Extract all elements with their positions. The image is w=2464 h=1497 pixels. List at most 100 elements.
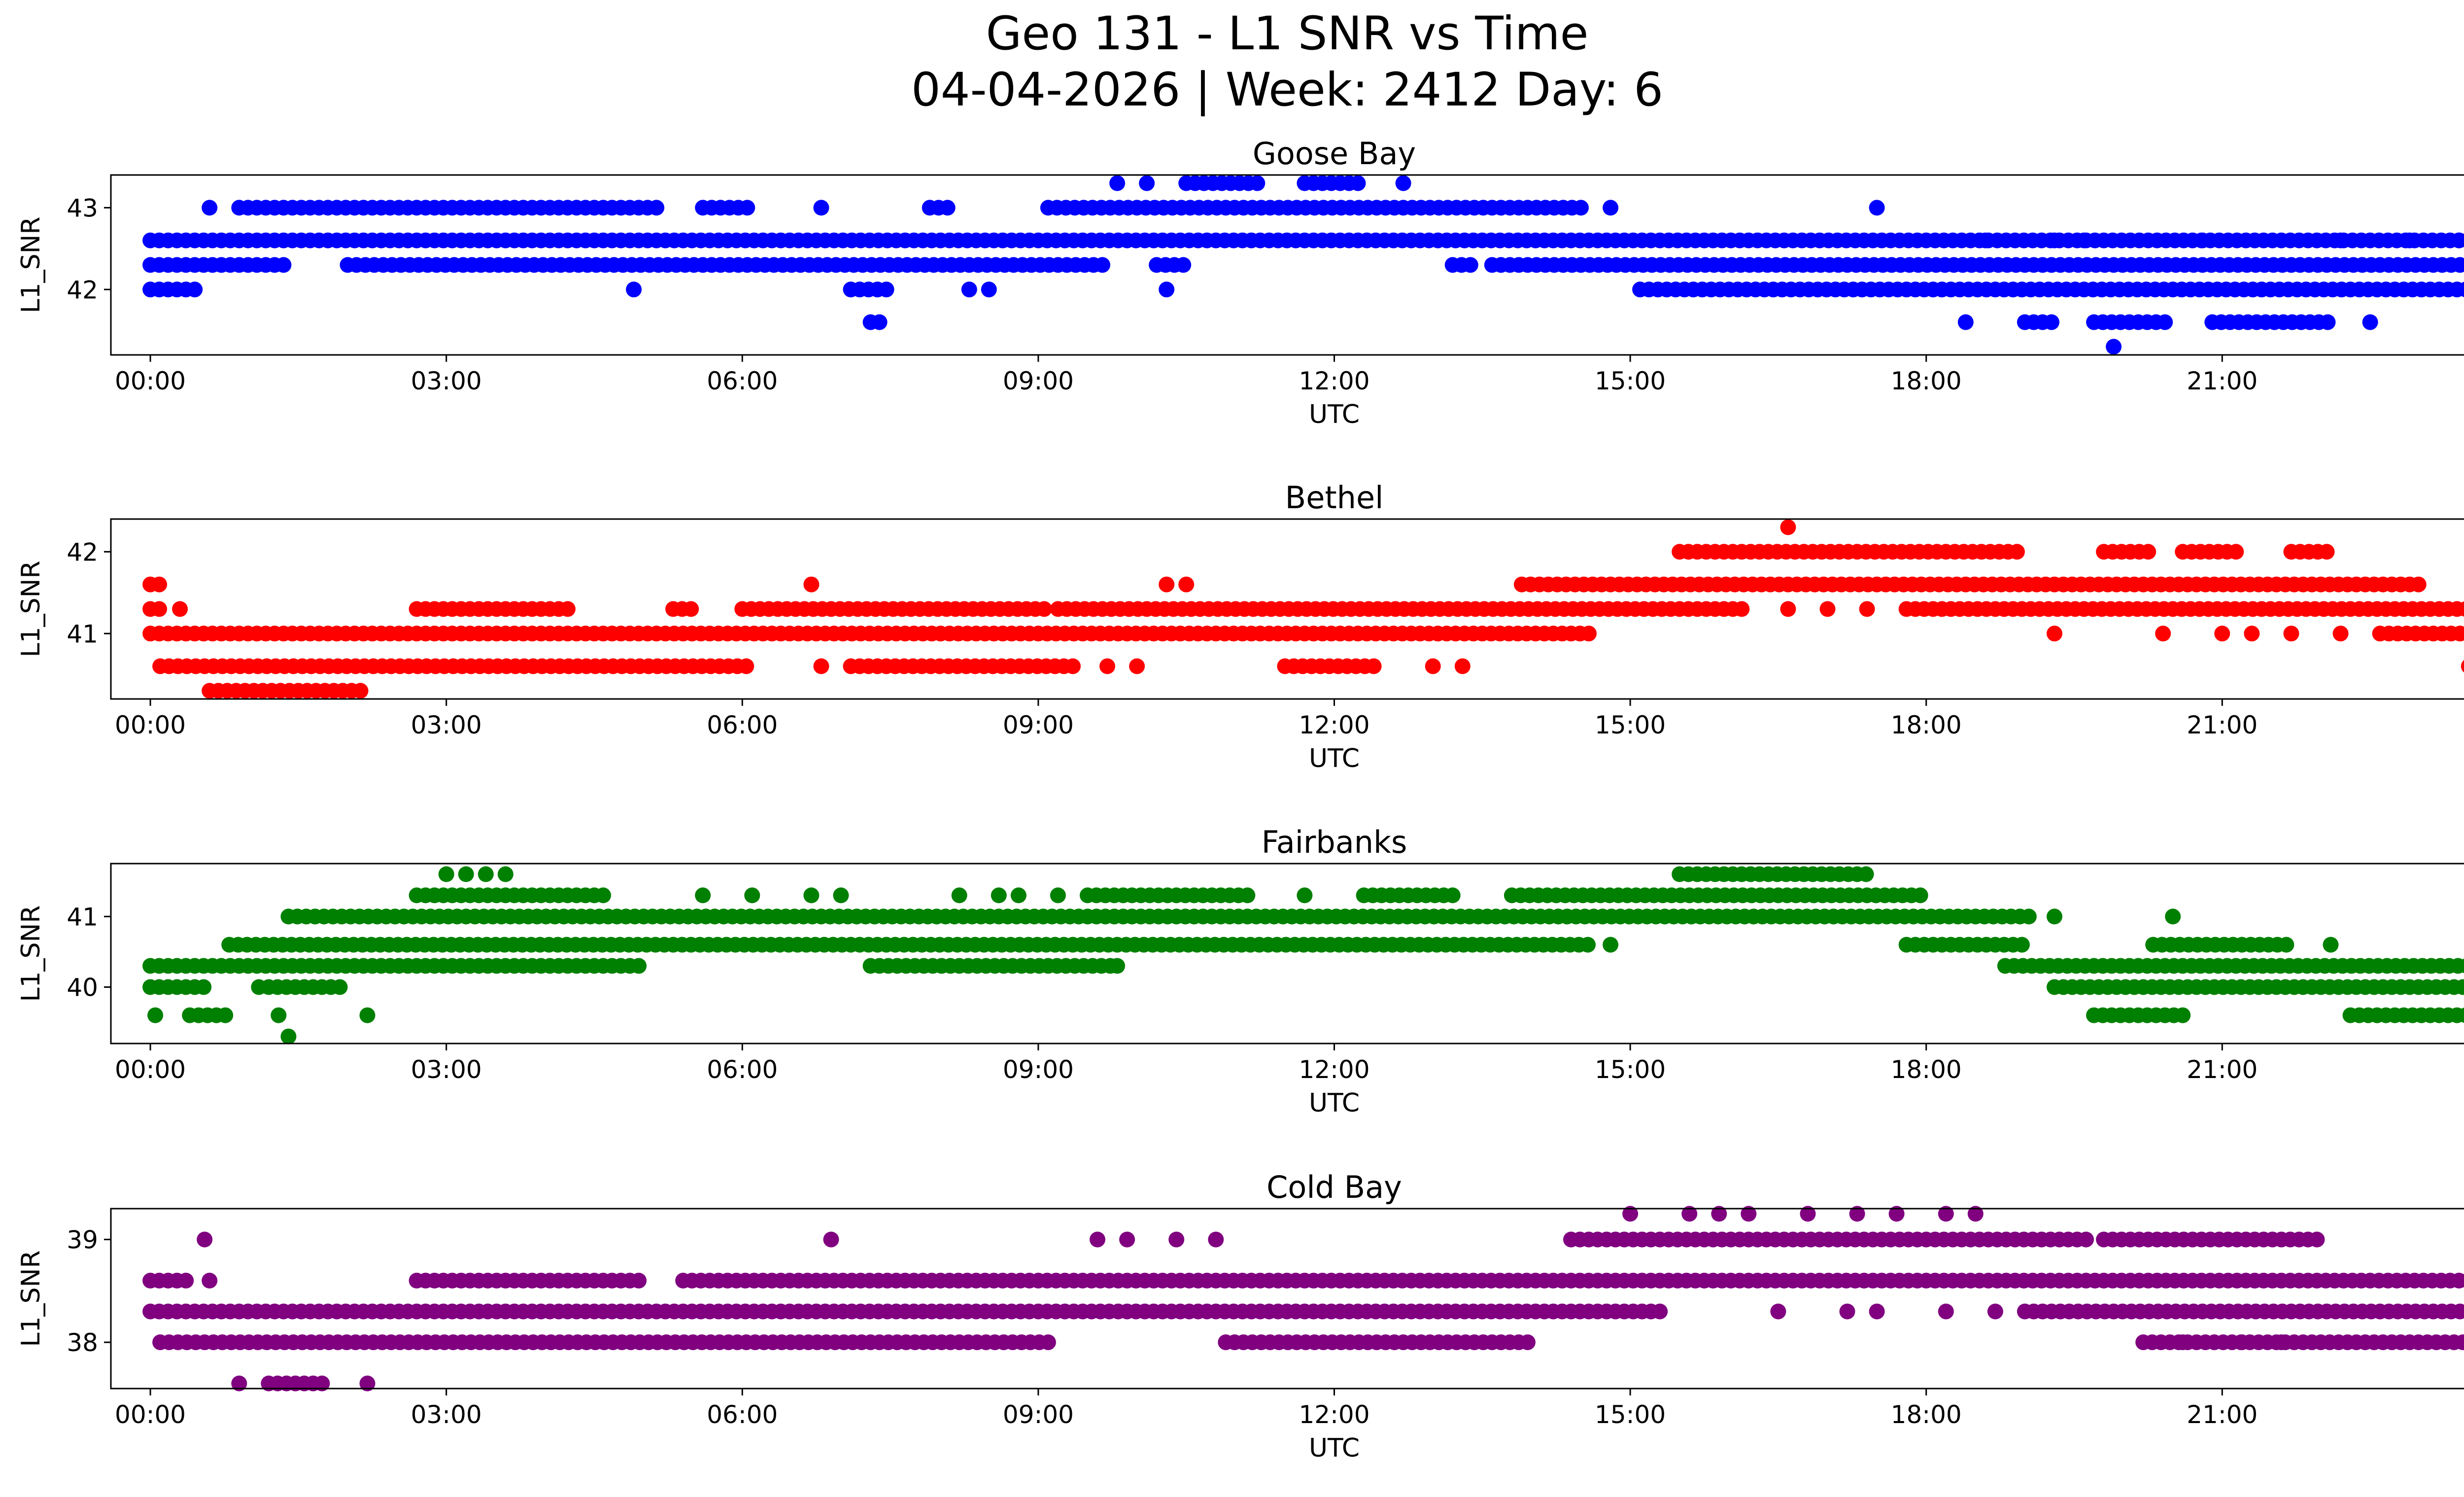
data-point (1820, 601, 1836, 617)
data-point (879, 281, 894, 297)
x-tick-label: 18:00 (1891, 711, 1962, 739)
data-point (280, 1029, 296, 1044)
data-point (2047, 626, 2062, 641)
y-tick-label: 39 (67, 1226, 98, 1254)
data-point (2106, 339, 2122, 354)
data-point (147, 1008, 163, 1023)
x-axis-label: UTC (1309, 744, 1360, 773)
data-point (196, 979, 211, 995)
data-point (1958, 314, 1974, 330)
data-point (1208, 1232, 1224, 1248)
data-point (2323, 937, 2339, 953)
x-tick-label: 09:00 (1003, 1055, 1074, 1084)
x-tick-label: 18:00 (1891, 1055, 1962, 1084)
data-point (823, 1232, 839, 1248)
x-tick-label: 00:00 (115, 367, 186, 395)
data-point (2157, 314, 2173, 330)
data-point (2273, 1334, 2289, 1350)
data-point (2284, 626, 2299, 641)
data-point (738, 659, 754, 674)
data-point (332, 979, 348, 995)
data-point (251, 979, 267, 995)
data-point (2155, 626, 2171, 641)
y-tick-label: 41 (67, 620, 98, 648)
data-point (2402, 233, 2418, 248)
x-tick-label: 06:00 (707, 711, 778, 739)
data-point (814, 200, 829, 215)
data-point (1178, 577, 1194, 592)
data-point (1159, 281, 1174, 297)
data-point (2047, 233, 2062, 248)
x-tick-label: 18:00 (1891, 1400, 1962, 1429)
x-tick-label: 06:00 (707, 1055, 778, 1084)
data-point (271, 1008, 286, 1023)
data-point (1139, 175, 1155, 191)
x-tick-label: 09:00 (1003, 711, 1074, 739)
data-point (1119, 1232, 1135, 1248)
data-point (1129, 659, 1145, 674)
x-tick-label: 21:00 (2187, 711, 2258, 739)
x-tick-label: 21:00 (2187, 1400, 2258, 1429)
data-point (1239, 887, 1255, 903)
data-point (1840, 1304, 1855, 1320)
data-point (178, 1273, 194, 1288)
data-point (940, 200, 956, 215)
data-point (2175, 1008, 2190, 1023)
x-tick-label: 12:00 (1299, 1055, 1369, 1084)
y-tick-label: 38 (67, 1328, 98, 1357)
data-point (498, 867, 513, 882)
data-point (814, 659, 829, 674)
data-point (151, 601, 167, 617)
data-point (595, 887, 611, 903)
data-point (961, 281, 977, 297)
x-tick-label: 15:00 (1595, 367, 1666, 395)
x-tick-label: 15:00 (1595, 711, 1666, 739)
x-axis-label: UTC (1309, 1088, 1360, 1118)
data-point (2009, 544, 2025, 559)
x-tick-label: 03:00 (411, 711, 482, 739)
data-point (1869, 200, 1885, 215)
data-point (1396, 175, 1411, 191)
data-point (1603, 200, 1618, 215)
data-point (2333, 626, 2349, 641)
x-tick-label: 03:00 (411, 1055, 482, 1084)
data-point (1859, 601, 1875, 617)
data-point (1366, 659, 1382, 674)
data-point (2278, 937, 2294, 953)
data-point (2411, 577, 2427, 592)
data-point (1175, 257, 1191, 273)
data-point (803, 577, 819, 592)
data-point (1050, 887, 1066, 903)
y-tick-label: 43 (67, 194, 98, 222)
data-point (2194, 233, 2210, 248)
data-point (458, 867, 474, 882)
y-tick-label: 41 (67, 903, 98, 931)
data-point (744, 887, 760, 903)
x-tick-label: 03:00 (411, 367, 482, 395)
data-point (2165, 908, 2181, 924)
data-point (197, 1232, 212, 1248)
x-tick-label: 06:00 (707, 367, 778, 395)
data-point (275, 257, 291, 273)
y-axis-label: L1_SNR (16, 216, 46, 313)
data-point (2021, 908, 2037, 924)
data-point (151, 577, 167, 592)
data-point (2234, 1334, 2250, 1350)
data-point (187, 281, 203, 297)
data-point (1109, 175, 1125, 191)
x-tick-label: 12:00 (1299, 367, 1369, 395)
data-point (2076, 233, 2092, 248)
data-point (1938, 1304, 1954, 1320)
data-point (1350, 175, 1366, 191)
data-point (1869, 1304, 1885, 1320)
data-point (1297, 887, 1312, 903)
data-point (626, 281, 642, 297)
data-point (631, 1273, 647, 1288)
data-point (1109, 958, 1125, 974)
data-point (803, 887, 819, 903)
y-axis-label: L1_SNR (16, 1250, 46, 1347)
data-point (952, 887, 967, 903)
data-point (1159, 577, 1174, 592)
